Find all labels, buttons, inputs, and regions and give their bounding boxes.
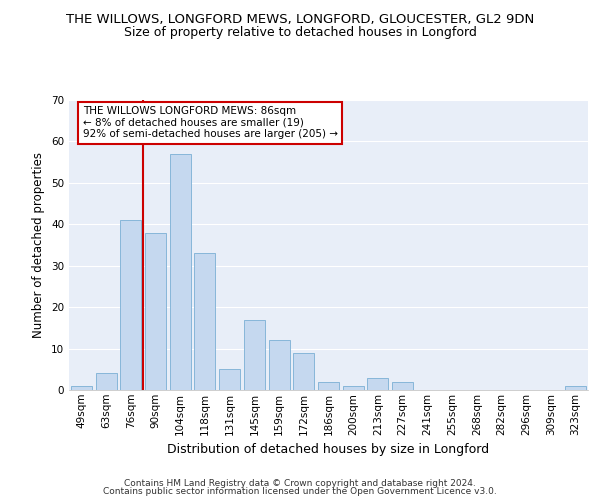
Bar [318,382,339,390]
Bar [95,374,116,390]
Text: THE WILLOWS LONGFORD MEWS: 86sqm
← 8% of detached houses are smaller (19)
92% of: THE WILLOWS LONGFORD MEWS: 86sqm ← 8% of… [83,106,338,140]
Bar [120,220,141,390]
Text: Contains HM Land Registry data © Crown copyright and database right 2024.: Contains HM Land Registry data © Crown c… [124,478,476,488]
Bar [343,386,364,390]
Bar [367,378,388,390]
Bar [194,254,215,390]
Text: THE WILLOWS, LONGFORD MEWS, LONGFORD, GLOUCESTER, GL2 9DN: THE WILLOWS, LONGFORD MEWS, LONGFORD, GL… [66,12,534,26]
Y-axis label: Number of detached properties: Number of detached properties [32,152,46,338]
Bar [145,232,166,390]
Text: Contains public sector information licensed under the Open Government Licence v3: Contains public sector information licen… [103,488,497,496]
Bar [244,320,265,390]
Bar [71,386,92,390]
Bar [392,382,413,390]
Bar [565,386,586,390]
Text: Size of property relative to detached houses in Longford: Size of property relative to detached ho… [124,26,476,39]
X-axis label: Distribution of detached houses by size in Longford: Distribution of detached houses by size … [167,443,490,456]
Bar [293,352,314,390]
Bar [170,154,191,390]
Bar [269,340,290,390]
Bar [219,370,240,390]
